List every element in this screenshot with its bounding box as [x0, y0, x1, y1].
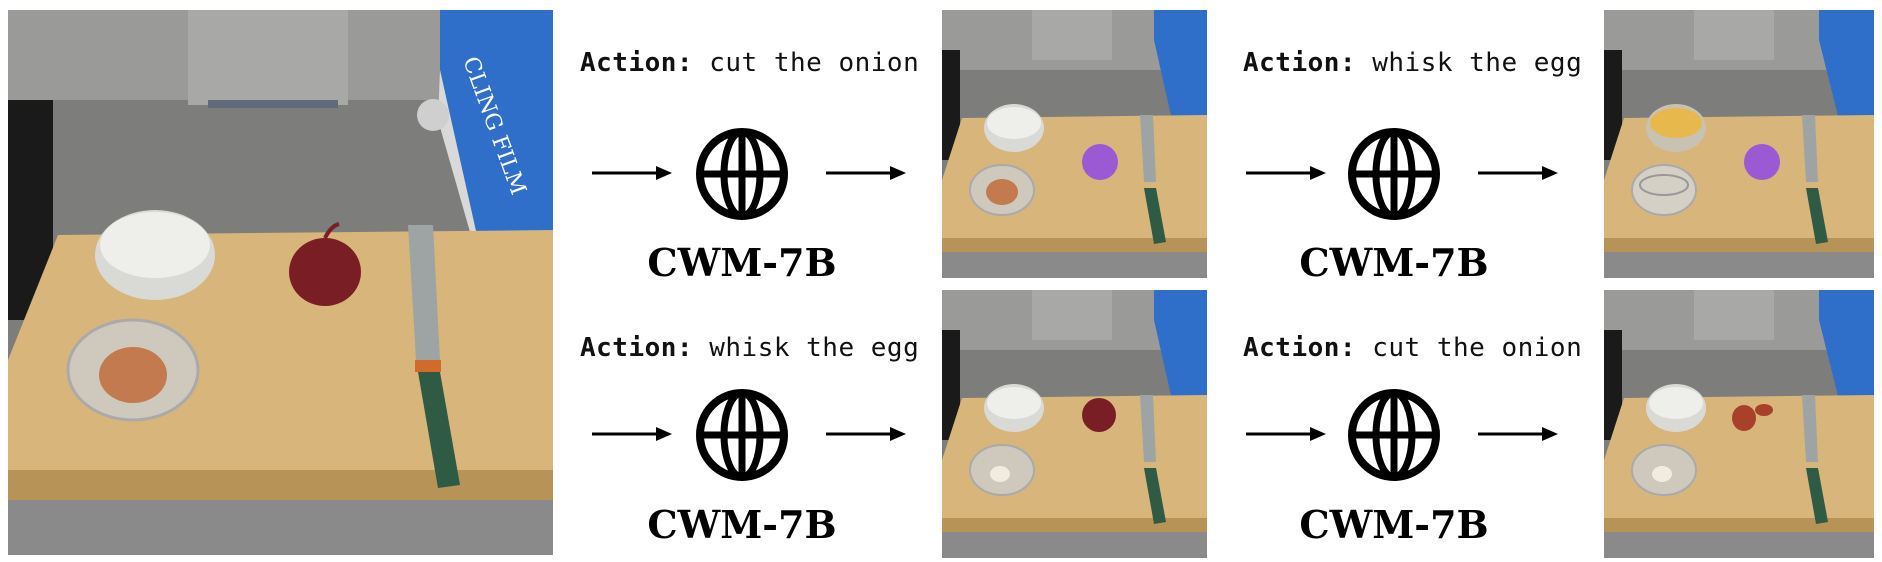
top-step1-model-label: CWM-7B — [647, 240, 837, 285]
right-arrow-icon — [826, 166, 906, 180]
globe-icon — [696, 389, 788, 481]
bottom-step2-model-label: CWM-7B — [1299, 502, 1489, 547]
right-arrow-icon — [826, 427, 906, 441]
right-arrow-icon — [592, 427, 672, 441]
right-arrow-icon — [592, 166, 672, 180]
right-arrow-icon — [1246, 166, 1326, 180]
top-step2-action: Action: whisk the egg — [1243, 48, 1583, 78]
right-arrow-icon — [1478, 427, 1558, 441]
globe-icon — [1348, 128, 1440, 220]
top-step2-model-label: CWM-7B — [1299, 240, 1489, 285]
right-arrow-icon — [1478, 166, 1558, 180]
globe-icon — [696, 128, 788, 220]
globe-icon — [1348, 389, 1440, 481]
bottom-step1-model-label: CWM-7B — [647, 502, 837, 547]
top-step1-action: Action: cut the onion — [580, 48, 920, 78]
bottom-step1-result-photo — [942, 290, 1207, 558]
bottom-step1-action: Action: whisk the egg — [580, 333, 920, 363]
initial-scene-photo: CLING FILM — [8, 10, 553, 555]
top-step2-result-photo — [1604, 10, 1874, 278]
bottom-step2-action: Action: cut the onion — [1243, 333, 1583, 363]
top-step1-result-photo — [942, 10, 1207, 278]
bottom-step2-result-photo — [1604, 290, 1874, 558]
right-arrow-icon — [1246, 427, 1326, 441]
